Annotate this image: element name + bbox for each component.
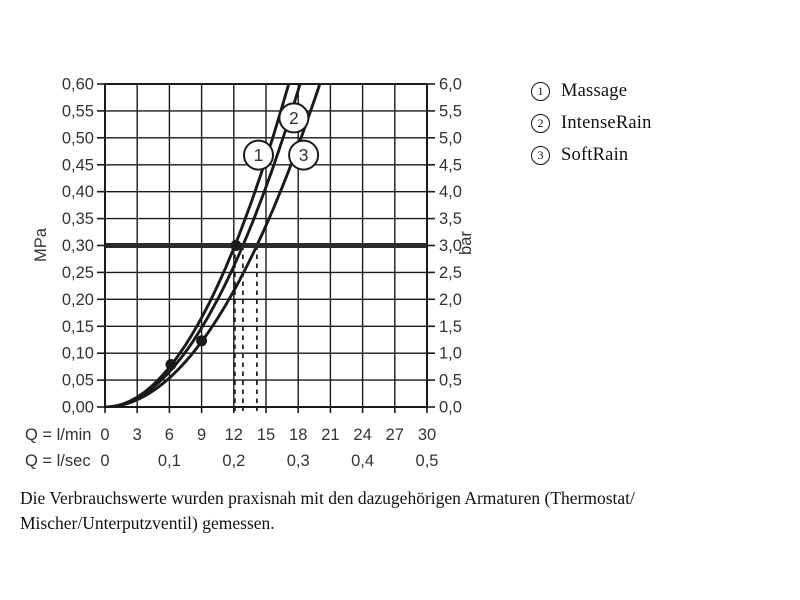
x-axis-lsec-row: Q = l/sec 0 0,1 0,2 0,3 0,4 0,5 <box>25 452 438 470</box>
svg-text:Q = l/min: Q = l/min <box>25 426 91 444</box>
svg-text:3,5: 3,5 <box>439 210 462 228</box>
legend-item-massage: 1 Massage <box>531 81 652 101</box>
curve-intenserain <box>105 84 302 407</box>
legend-item-softrain: 3 SoftRain <box>531 145 652 165</box>
svg-text:0,60: 0,60 <box>62 76 94 94</box>
measurement-note-line2: Mischer/Unterputzventil) gemessen. <box>20 513 275 533</box>
svg-text:3,0: 3,0 <box>439 237 462 255</box>
svg-text:9: 9 <box>197 426 206 444</box>
svg-text:6: 6 <box>165 426 174 444</box>
circled-2-icon: 2 <box>531 113 550 133</box>
svg-text:1,0: 1,0 <box>439 345 462 363</box>
svg-text:5,5: 5,5 <box>439 102 462 120</box>
legend-label-intenserain: IntenseRain <box>561 112 652 133</box>
x-axis-lmin-row: Q = l/min 0 3 6 9 12 15 18 21 24 27 30 <box>25 426 436 444</box>
circled-1-icon: 1 <box>531 81 550 101</box>
legend: 1 Massage 2 IntenseRain 3 SoftRain <box>531 81 652 177</box>
svg-text:24: 24 <box>353 426 371 444</box>
svg-text:5,0: 5,0 <box>439 129 462 147</box>
svg-text:0,3: 0,3 <box>287 452 310 470</box>
svg-text:0,40: 0,40 <box>62 183 94 201</box>
svg-text:3: 3 <box>133 426 142 444</box>
svg-text:12: 12 <box>225 426 243 444</box>
svg-text:2: 2 <box>289 108 299 128</box>
grid-lines <box>97 83 435 413</box>
svg-text:0,10: 0,10 <box>62 345 94 363</box>
svg-text:4,0: 4,0 <box>439 183 462 201</box>
y-axis-right-unit: bar <box>457 231 475 255</box>
y-axis-left-labels: 0,00 0,05 0,10 0,15 0,20 0,25 0,30 0,35 0,40 0,45… <box>32 76 94 417</box>
svg-text:0,4: 0,4 <box>351 452 374 470</box>
svg-text:0: 0 <box>100 426 109 444</box>
svg-text:0,45: 0,45 <box>62 156 94 174</box>
svg-text:1: 1 <box>254 145 264 165</box>
svg-text:0,30: 0,30 <box>62 237 94 255</box>
legend-label-massage: Massage <box>561 80 628 101</box>
svg-text:27: 27 <box>386 426 404 444</box>
svg-text:0,15: 0,15 <box>62 318 94 336</box>
svg-text:0,0: 0,0 <box>439 399 462 417</box>
svg-text:0,25: 0,25 <box>62 264 94 282</box>
svg-text:0,05: 0,05 <box>62 372 94 390</box>
svg-text:21: 21 <box>321 426 339 444</box>
svg-text:3: 3 <box>299 145 309 165</box>
svg-text:0,5: 0,5 <box>439 372 462 390</box>
svg-text:Q = l/sec: Q = l/sec <box>25 452 91 470</box>
svg-text:1,5: 1,5 <box>439 318 462 336</box>
svg-text:15: 15 <box>257 426 275 444</box>
svg-text:0,1: 0,1 <box>158 452 181 470</box>
y-axis-left-unit: MPa <box>32 227 50 262</box>
svg-text:0,2: 0,2 <box>222 452 245 470</box>
svg-text:6,0: 6,0 <box>439 76 462 94</box>
svg-text:4,5: 4,5 <box>439 156 462 174</box>
svg-text:0: 0 <box>100 452 109 470</box>
svg-text:2,0: 2,0 <box>439 291 462 309</box>
legend-item-intenserain: 2 IntenseRain <box>531 113 652 133</box>
svg-text:0,20: 0,20 <box>62 291 94 309</box>
curve-label-2: 2 <box>278 102 310 134</box>
circled-3-icon: 3 <box>531 145 550 165</box>
svg-text:2,5: 2,5 <box>439 264 462 282</box>
svg-text:0,35: 0,35 <box>62 210 94 228</box>
svg-text:0,5: 0,5 <box>416 452 439 470</box>
svg-text:0,00: 0,00 <box>62 399 94 417</box>
svg-text:0,50: 0,50 <box>62 129 94 147</box>
legend-label-softrain: SoftRain <box>561 144 629 165</box>
curve-label-3: 3 <box>288 139 320 171</box>
measurement-note-line1: Die Verbrauchswerte wurden praxisnah mit… <box>20 488 635 508</box>
data-point-dots <box>165 240 242 370</box>
curve-label-1: 1 <box>243 139 274 171</box>
svg-text:18: 18 <box>289 426 307 444</box>
svg-text:30: 30 <box>418 426 436 444</box>
measurement-note: Die Verbrauchswerte wurden praxisnah mit… <box>20 486 760 536</box>
svg-text:0,55: 0,55 <box>62 102 94 120</box>
y-axis-right-labels: 0,0 0,5 1,0 1,5 2,0 2,5 3,0 3,5 4,0 4,5 5,0 5,5 6,0 b… <box>439 76 475 417</box>
